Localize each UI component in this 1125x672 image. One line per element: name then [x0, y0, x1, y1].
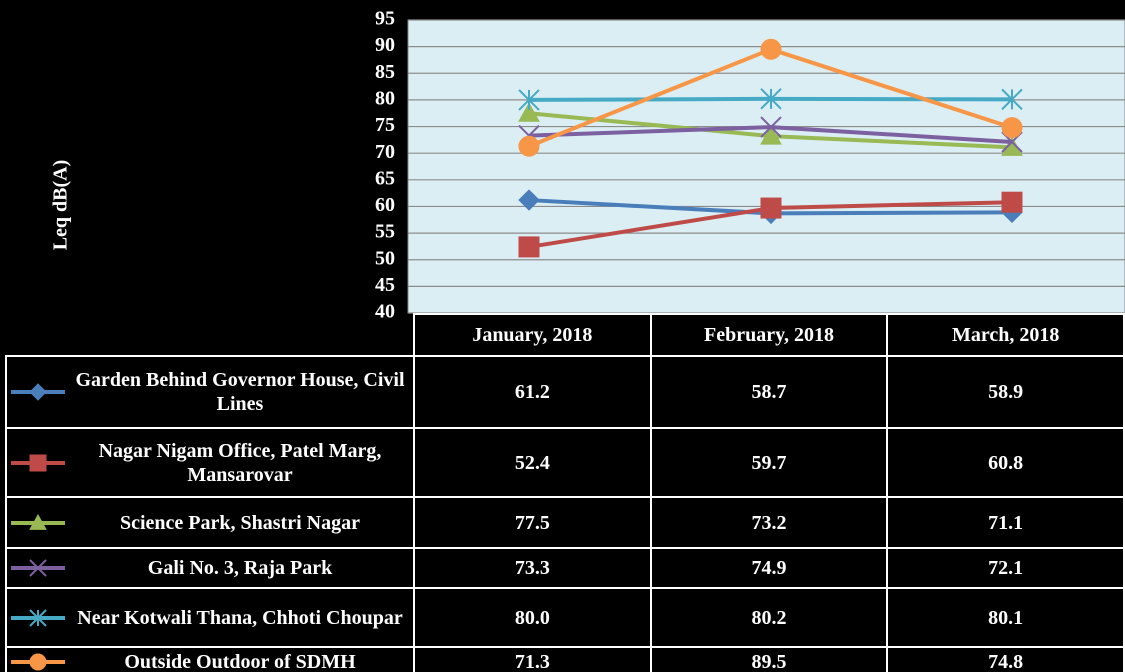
legend-swatch — [11, 608, 65, 627]
value-cell: 77.5 — [413, 496, 652, 549]
legend-swatch — [11, 513, 65, 530]
value-cell: 61.2 — [413, 355, 652, 429]
y-tick-label: 95 — [375, 8, 395, 30]
series-row: Gali No. 3, Raja Park 73.3 74.9 72.1 — [5, 547, 1125, 589]
legend-swatch — [11, 454, 65, 471]
marker — [518, 236, 540, 258]
legend-label: Outside Outdoor of SDMH — [124, 651, 356, 672]
value-cell: 60.8 — [886, 427, 1125, 498]
value-cell: 58.9 — [886, 355, 1125, 429]
marker — [29, 513, 47, 530]
legend-swatch — [11, 559, 65, 577]
marker — [518, 135, 540, 157]
plot-area — [407, 19, 1125, 314]
value-cell: 72.1 — [886, 547, 1125, 589]
marker — [29, 559, 47, 577]
legend-label: Nagar Nigam Office, Patel Marg, Mansarov… — [98, 439, 382, 486]
value-cell: 59.7 — [649, 427, 889, 498]
marker — [760, 116, 782, 138]
y-tick-label: 85 — [375, 61, 395, 83]
marker — [1001, 88, 1023, 111]
series-row: Outside Outdoor of SDMH 71.3 89.5 74.8 — [5, 646, 1125, 672]
y-tick-label: 60 — [375, 194, 395, 216]
marker — [518, 89, 540, 111]
legend-cell: Garden Behind Governor House, Civil Line… — [5, 355, 415, 429]
legend-entry: Outside Outdoor of SDMH — [7, 650, 413, 672]
y-tick-label: 45 — [375, 274, 395, 296]
value-cell: 74.8 — [886, 646, 1125, 672]
value-cell: 80.1 — [886, 587, 1125, 648]
category-label: February, 2018 — [649, 313, 889, 357]
value-cell: 73.2 — [649, 496, 889, 549]
legend-entry: Near Kotwali Thana, Chhoti Choupar — [7, 606, 413, 630]
corner — [6, 314, 415, 357]
value-cell: 58.7 — [649, 355, 889, 429]
legend-entry: Nagar Nigam Office, Patel Marg, Mansarov… — [7, 439, 413, 487]
series-row: Nagar Nigam Office, Patel Marg, Mansarov… — [5, 427, 1125, 498]
header-row: January, 2018 February, 2018 March, 2018 — [6, 313, 1125, 357]
legend-entry: Garden Behind Governor House, Civil Line… — [7, 368, 413, 416]
legend-swatch — [11, 653, 65, 671]
marker — [29, 653, 47, 671]
legend-cell: Near Kotwali Thana, Chhoti Choupar — [5, 587, 415, 648]
legend-entry: Science Park, Shastri Nagar — [7, 511, 413, 535]
marker — [29, 608, 47, 627]
marker — [760, 88, 782, 110]
value-cell: 89.5 — [649, 646, 889, 672]
marker — [760, 38, 782, 60]
value-cell: 74.9 — [649, 547, 889, 589]
legend-swatch — [11, 383, 65, 401]
value-cell: 80.0 — [413, 587, 652, 648]
data-table: January, 2018 February, 2018 March, 2018 Ga… — [5, 313, 1125, 672]
series-row: Near Kotwali Thana, Chhoti Choupar 80.0 80… — [5, 587, 1125, 648]
legend-label: Science Park, Shastri Nagar — [120, 511, 360, 534]
y-tick-label: 75 — [375, 114, 395, 136]
y-tick-label: 90 — [375, 34, 395, 56]
marker — [760, 197, 782, 219]
y-tick-label: 80 — [375, 88, 395, 110]
legend-cell: Nagar Nigam Office, Patel Marg, Mansarov… — [5, 427, 415, 498]
value-cell: 71.3 — [413, 646, 652, 672]
legend-entry: Gali No. 3, Raja Park — [7, 556, 413, 580]
legend-label: Garden Behind Governor House, Civil Line… — [75, 369, 405, 415]
value-cell: 80.2 — [649, 587, 889, 648]
marker — [518, 189, 540, 211]
series-row: Garden Behind Governor House, Civil Line… — [5, 355, 1125, 429]
legend-cell: Outside Outdoor of SDMH — [5, 646, 415, 672]
legend-label: Gali No. 3, Raja Park — [147, 557, 333, 579]
legend-cell: Science Park, Shastri Nagar — [5, 496, 415, 549]
value-cell: 73.3 — [413, 547, 652, 589]
series-row: Science Park, Shastri Nagar 77.5 73.2 71.1 — [5, 496, 1125, 549]
marker — [1001, 117, 1023, 139]
legend-cell: Gali No. 3, Raja Park — [5, 547, 415, 589]
marker — [760, 125, 782, 145]
y-tick-label: 70 — [375, 141, 395, 163]
marker — [1001, 191, 1023, 213]
category-label: March, 2018 — [886, 313, 1125, 357]
value-cell: 71.1 — [886, 496, 1125, 549]
y-tick-label: 55 — [375, 221, 395, 243]
marker — [29, 454, 47, 471]
y-tick-label: 50 — [375, 247, 395, 269]
legend-label: Near Kotwali Thana, Chhoti Choupar — [77, 606, 403, 629]
y-axis-label: Leq dB(A) — [50, 160, 72, 251]
marker — [29, 383, 47, 401]
y-tick-label: 65 — [375, 167, 395, 189]
marker — [518, 102, 540, 122]
category-label: January, 2018 — [413, 313, 652, 357]
value-cell: 52.4 — [413, 427, 652, 498]
